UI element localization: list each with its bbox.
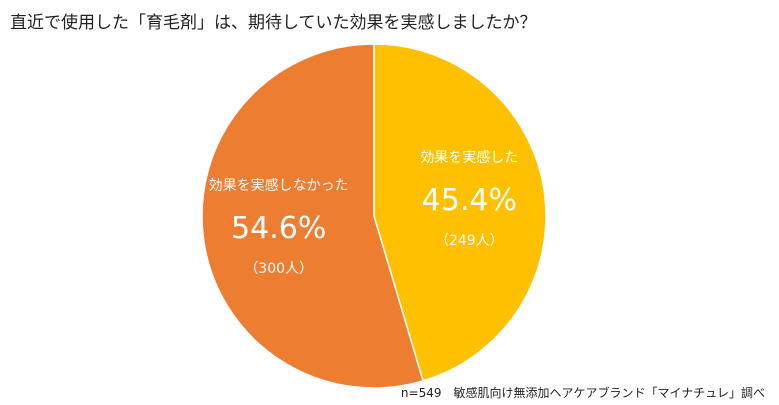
slice-count-1: （249人） xyxy=(435,233,504,249)
slice-label-1: 効果を実感した xyxy=(420,149,518,166)
chart-title: 直近で使用した「育毛剤」は、期待していた効果を実感しましたか？ xyxy=(10,13,537,33)
source-note: n=549 敏感肌向け無添加ヘアケアブランド「マイナチュレ」調べ xyxy=(400,386,765,400)
pie-slice-2 xyxy=(201,43,424,389)
slice-percent-1: 45.4% xyxy=(422,183,517,218)
slice-count-2: （300人） xyxy=(244,261,313,277)
slice-label-2: 効果を実感しなかった xyxy=(209,177,349,194)
slice-percent-2: 54.6% xyxy=(231,211,326,246)
pie-slice-1 xyxy=(373,43,547,382)
